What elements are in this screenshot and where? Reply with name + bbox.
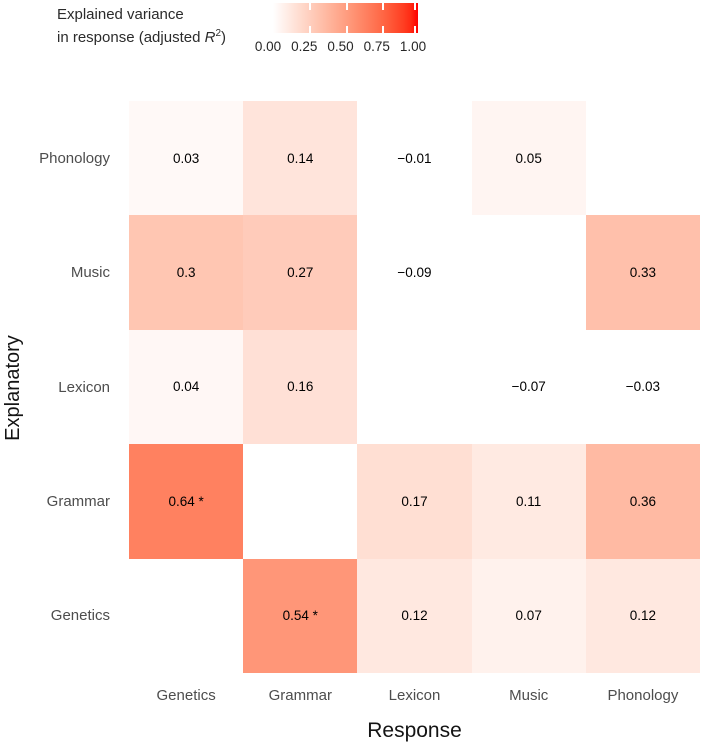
cell-value: 0.27 [287,265,314,281]
x-axis-tick-label: Grammar [268,687,332,704]
legend-colorbar [273,3,418,33]
heatmap-cell: −0.09 [357,215,472,330]
legend-tick-label: 0.25 [291,39,318,54]
heatmap-cell [586,101,700,215]
cell-value: 0.14 [287,150,314,166]
legend-colorbar-tick [345,3,348,10]
cell-value: 0.64 * [168,493,204,509]
legend-tick-label: 0.75 [363,39,390,54]
heatmap-cell: 0.05 [471,101,586,216]
cell-value: −0.09 [397,265,432,281]
heatmap-cell: 0.16 [243,329,358,445]
heatmap-cell: 0.12 [357,558,472,673]
heatmap-cell: 0.3 [129,215,244,330]
heatmap-cell: 0.64 * [129,444,244,559]
heatmap-grid: 0.03 0.14 −0.01 0.05 0.3 0.27 −0.09 0.33 0.04 0.1… [129,101,700,673]
heatmap-cell: 0.36 [585,444,700,559]
heatmap-cell: −0.03 [585,329,700,445]
heatmap-cell: 0.54 * [243,558,358,673]
heatmap-cell: 0.27 [243,215,358,330]
x-axis-tick-label: Music [509,687,549,704]
legend-title-line2: in response (adjusted R2) [57,28,226,46]
x-axis-tick-label: Lexicon [388,687,441,704]
cell-value: −0.01 [397,150,432,166]
cell-value: 0.17 [401,493,428,509]
legend-colorbar-tick [381,3,384,10]
y-axis-tick-label: Music [70,264,110,282]
y-axis-tick-labels: Phonology Music Lexicon Grammar Genetics [0,101,110,673]
legend-colorbar-tick [414,26,416,33]
heatmap-cell: 0.33 [585,215,700,330]
x-axis-tick-labels: Genetics Grammar Lexicon Music Phonology [129,686,700,706]
legend-title-line1: Explained variance [57,6,184,23]
heatmap-cell: 0.12 [585,558,700,673]
cell-value: 0.3 [176,265,196,281]
cell-value: −0.07 [511,379,546,395]
legend-tick-label: 0.00 [254,39,282,54]
cell-value: 0.12 [629,608,657,624]
cell-value: −0.03 [625,379,660,395]
cell-value: 0.05 [515,150,542,166]
cell-value: 0.16 [287,379,314,395]
cell-value: 0.12 [401,608,428,624]
y-axis-tick-label: Genetics [50,607,110,625]
y-axis-tick-label: Lexicon [58,378,110,396]
legend-colorbar-tick [381,26,384,33]
y-axis-title: Explanatory [2,335,24,441]
legend-colorbar-tick [309,26,312,33]
legend-title: Explained variance in response (adjusted… [57,5,226,47]
heatmap-cell: 0.04 [129,329,244,445]
x-axis-title: Response [367,719,462,742]
cell-value: 0.07 [515,608,542,624]
cell-value: 0.03 [172,150,200,166]
heatmap-cell: 0.11 [471,444,586,559]
x-axis-tick-label: Genetics [156,687,216,704]
heatmap-cell: 0.07 [471,558,586,673]
legend-colorbar-tick [414,3,416,10]
y-axis-tick-label: Phonology [39,149,110,167]
cell-value: 0.04 [172,379,200,395]
heatmap-cell: 0.14 [243,101,358,216]
legend-colorbar-tick [345,26,348,33]
cell-value: 0.54 * [282,608,318,624]
y-axis-tick-label: Grammar [46,492,110,510]
cell-value: 0.36 [629,493,657,509]
heatmap-cell: −0.01 [357,101,472,216]
legend-tick-label: 0.50 [327,39,354,54]
legend-tick-label: 1.00 [399,39,427,54]
heatmap-cell [472,215,586,329]
heatmap-cell: 0.03 [129,101,244,216]
heatmap-cell [243,444,357,558]
cell-value: 0.33 [629,265,657,281]
heatmap-cell [129,559,243,673]
heatmap-cell: 0.17 [357,444,472,559]
legend-colorbar-tick [309,3,312,10]
heatmap-cell [357,330,471,444]
x-axis-tick-label: Phonology [607,687,679,704]
heatmap-cell: −0.07 [471,329,586,445]
cell-value: 0.11 [516,493,542,509]
